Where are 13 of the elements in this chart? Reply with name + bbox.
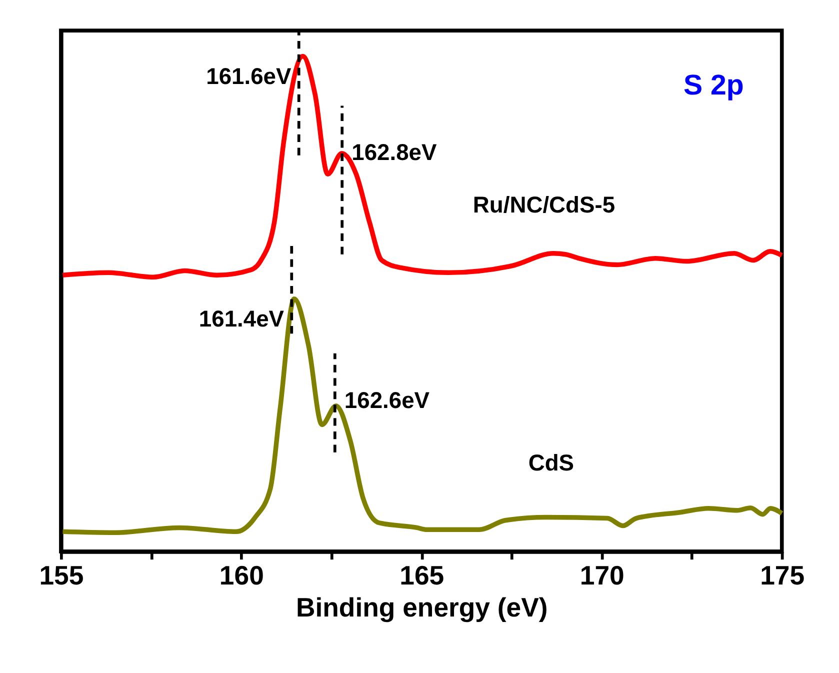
x-tick-label: 175	[760, 560, 805, 590]
annotation: 161.4eV	[198, 306, 285, 332]
text: Ru/NC/CdS-5	[472, 192, 616, 218]
annotation: 162.6eV	[344, 386, 430, 413]
annotation: 161.6eV	[206, 62, 292, 89]
x-tick-label: 155	[39, 560, 84, 590]
series-label: CdS	[528, 449, 574, 476]
x-tick-label: 160	[219, 560, 264, 590]
x-tick-label: 165	[400, 560, 444, 590]
annotation: S 2p	[683, 69, 744, 102]
x-axis-title: Binding energy (eV)	[296, 592, 548, 623]
annotation: 162.8eV	[352, 139, 438, 166]
x-tick-label: 170	[580, 560, 624, 590]
